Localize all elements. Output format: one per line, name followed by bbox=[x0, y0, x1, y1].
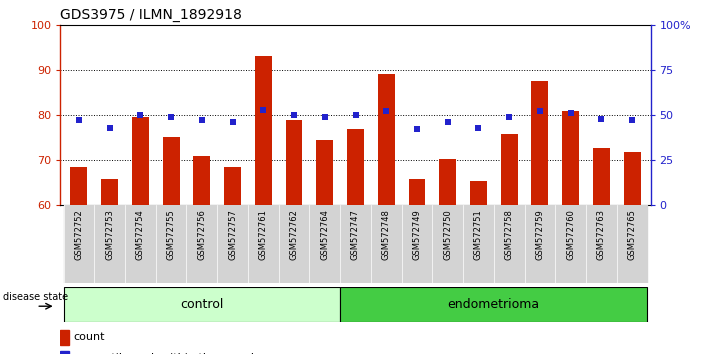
Text: control: control bbox=[180, 298, 223, 311]
Point bbox=[442, 119, 454, 125]
Bar bbox=[125, 205, 156, 283]
Point bbox=[503, 114, 515, 120]
Text: GSM572760: GSM572760 bbox=[566, 209, 575, 260]
Point bbox=[626, 118, 638, 123]
Bar bbox=[60, 351, 70, 354]
Text: disease state: disease state bbox=[3, 292, 68, 302]
Bar bbox=[378, 74, 395, 205]
Point bbox=[350, 112, 361, 118]
Point bbox=[104, 125, 115, 131]
Bar bbox=[186, 205, 217, 283]
Bar bbox=[101, 179, 118, 205]
Bar bbox=[616, 205, 648, 283]
Point bbox=[134, 112, 146, 118]
Point bbox=[596, 116, 607, 121]
Bar bbox=[340, 205, 371, 283]
Bar bbox=[371, 205, 402, 283]
Text: GSM572759: GSM572759 bbox=[535, 209, 545, 260]
Bar bbox=[70, 167, 87, 205]
Bar bbox=[494, 205, 525, 283]
Point bbox=[319, 114, 331, 120]
Text: GSM572765: GSM572765 bbox=[628, 209, 636, 260]
Text: GSM572749: GSM572749 bbox=[412, 209, 422, 260]
Bar bbox=[217, 205, 248, 283]
Bar bbox=[432, 205, 463, 283]
Bar bbox=[156, 205, 186, 283]
Bar bbox=[224, 167, 241, 205]
Bar bbox=[63, 205, 95, 283]
Text: GSM572751: GSM572751 bbox=[474, 209, 483, 260]
Bar bbox=[463, 205, 494, 283]
Point bbox=[565, 110, 577, 116]
Bar bbox=[163, 137, 180, 205]
Bar bbox=[316, 140, 333, 205]
Point bbox=[380, 109, 392, 114]
Text: GSM572757: GSM572757 bbox=[228, 209, 237, 260]
Text: GSM572764: GSM572764 bbox=[320, 209, 329, 260]
Bar bbox=[95, 205, 125, 283]
Text: endometrioma: endometrioma bbox=[448, 298, 540, 311]
Text: GDS3975 / ILMN_1892918: GDS3975 / ILMN_1892918 bbox=[60, 8, 242, 22]
Point bbox=[257, 107, 269, 113]
Bar bbox=[309, 205, 340, 283]
Bar bbox=[525, 205, 555, 283]
Bar bbox=[586, 205, 616, 283]
Text: GSM572753: GSM572753 bbox=[105, 209, 114, 260]
Text: GSM572761: GSM572761 bbox=[259, 209, 268, 260]
Bar bbox=[132, 117, 149, 205]
Bar bbox=[531, 81, 548, 205]
Bar bbox=[624, 152, 641, 205]
FancyBboxPatch shape bbox=[340, 287, 648, 322]
Bar bbox=[439, 159, 456, 205]
Text: GSM572755: GSM572755 bbox=[166, 209, 176, 260]
Bar bbox=[501, 134, 518, 205]
Text: count: count bbox=[73, 332, 105, 342]
Bar bbox=[286, 120, 302, 205]
Text: GSM572763: GSM572763 bbox=[597, 209, 606, 260]
Text: GSM572750: GSM572750 bbox=[443, 209, 452, 260]
FancyBboxPatch shape bbox=[63, 287, 340, 322]
Text: GSM572747: GSM572747 bbox=[351, 209, 360, 260]
Bar bbox=[279, 205, 309, 283]
Text: GSM572752: GSM572752 bbox=[75, 209, 83, 260]
Text: GSM572748: GSM572748 bbox=[382, 209, 391, 260]
Point bbox=[534, 109, 545, 114]
Bar bbox=[248, 205, 279, 283]
Text: GSM572756: GSM572756 bbox=[198, 209, 206, 260]
Bar bbox=[593, 148, 610, 205]
Bar bbox=[255, 56, 272, 205]
Bar bbox=[347, 129, 364, 205]
Text: GSM572754: GSM572754 bbox=[136, 209, 145, 260]
Point bbox=[166, 114, 177, 120]
Bar bbox=[60, 330, 70, 345]
Bar bbox=[402, 205, 432, 283]
Bar bbox=[562, 110, 579, 205]
Point bbox=[73, 118, 85, 123]
Text: percentile rank within the sample: percentile rank within the sample bbox=[73, 353, 261, 354]
Bar bbox=[193, 156, 210, 205]
Point bbox=[411, 127, 422, 132]
Bar bbox=[470, 181, 487, 205]
Bar bbox=[555, 205, 586, 283]
Text: GSM572762: GSM572762 bbox=[289, 209, 299, 260]
Point bbox=[473, 125, 484, 131]
Point bbox=[196, 118, 208, 123]
Bar bbox=[409, 179, 425, 205]
Point bbox=[289, 112, 300, 118]
Point bbox=[227, 119, 238, 125]
Text: GSM572758: GSM572758 bbox=[505, 209, 513, 260]
